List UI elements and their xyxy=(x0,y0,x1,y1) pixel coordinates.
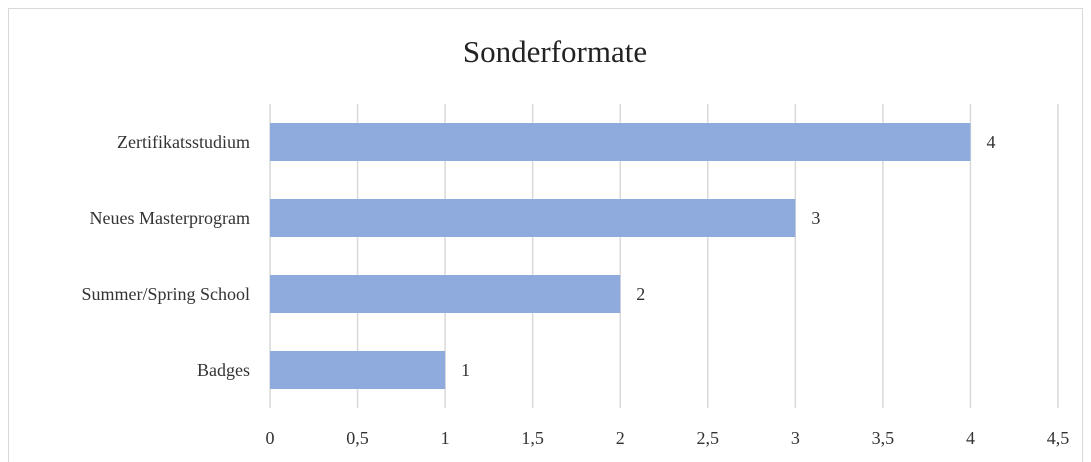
x-tick-label: 1 xyxy=(441,428,450,448)
data-label: 2 xyxy=(636,284,645,304)
x-tick-label: 1,5 xyxy=(521,428,544,448)
data-label: 1 xyxy=(461,360,470,380)
y-tick-label: Summer/Spring School xyxy=(81,284,250,304)
bar xyxy=(270,123,971,161)
y-tick-label: Badges xyxy=(197,360,250,380)
bar xyxy=(270,351,446,389)
x-tick-label: 4,5 xyxy=(1047,428,1070,448)
x-tick-label: 3 xyxy=(791,428,800,448)
bar xyxy=(270,275,621,313)
y-tick-label: Zertifikatsstudium xyxy=(117,132,250,152)
x-tick-label: 4 xyxy=(966,428,975,448)
chart-title: Sonderformate xyxy=(463,34,647,69)
data-label: 4 xyxy=(986,132,995,152)
x-tick-label: 3,5 xyxy=(872,428,895,448)
x-tick-label: 0 xyxy=(266,428,275,448)
y-tick-label: Neues Masterprogram xyxy=(90,208,250,228)
x-tick-label: 0,5 xyxy=(346,428,369,448)
x-tick-label: 2 xyxy=(616,428,625,448)
x-tick-label: 2,5 xyxy=(697,428,720,448)
data-label: 3 xyxy=(811,208,820,228)
bar xyxy=(270,199,796,237)
